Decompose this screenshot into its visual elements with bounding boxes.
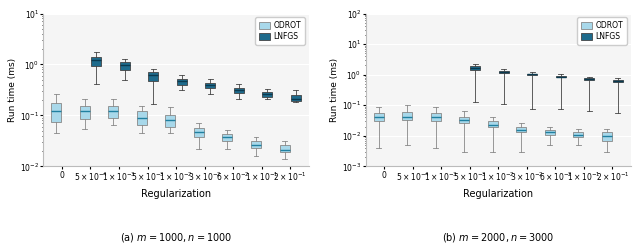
- PathPatch shape: [612, 80, 623, 82]
- PathPatch shape: [91, 57, 101, 66]
- PathPatch shape: [194, 128, 204, 137]
- PathPatch shape: [459, 117, 469, 123]
- PathPatch shape: [291, 95, 301, 101]
- PathPatch shape: [120, 62, 129, 70]
- PathPatch shape: [108, 106, 118, 118]
- PathPatch shape: [402, 112, 412, 120]
- PathPatch shape: [602, 132, 612, 141]
- PathPatch shape: [177, 79, 187, 85]
- PathPatch shape: [280, 145, 289, 152]
- PathPatch shape: [166, 115, 175, 127]
- Text: (b) $m = 2000, n = 3000$: (b) $m = 2000, n = 3000$: [442, 231, 554, 244]
- PathPatch shape: [137, 111, 147, 125]
- PathPatch shape: [573, 132, 583, 137]
- X-axis label: Regularization: Regularization: [141, 188, 211, 199]
- X-axis label: Regularization: Regularization: [463, 188, 533, 199]
- PathPatch shape: [470, 66, 480, 70]
- PathPatch shape: [499, 71, 509, 73]
- PathPatch shape: [148, 72, 158, 81]
- PathPatch shape: [205, 83, 215, 88]
- PathPatch shape: [51, 103, 61, 122]
- PathPatch shape: [251, 141, 261, 148]
- PathPatch shape: [234, 88, 244, 93]
- PathPatch shape: [584, 78, 595, 80]
- PathPatch shape: [527, 74, 537, 75]
- PathPatch shape: [223, 134, 232, 141]
- PathPatch shape: [80, 106, 90, 119]
- PathPatch shape: [431, 112, 440, 121]
- Y-axis label: Run time (ms): Run time (ms): [330, 58, 339, 122]
- Legend: ODROT, LNFGS: ODROT, LNFGS: [577, 17, 627, 45]
- PathPatch shape: [545, 131, 555, 135]
- PathPatch shape: [556, 76, 566, 77]
- PathPatch shape: [488, 121, 497, 127]
- Y-axis label: Run time (ms): Run time (ms): [8, 58, 17, 122]
- PathPatch shape: [374, 112, 383, 121]
- Legend: ODROT, LNFGS: ODROT, LNFGS: [255, 17, 305, 45]
- PathPatch shape: [262, 92, 272, 97]
- PathPatch shape: [516, 127, 526, 132]
- Text: (a) $m = 1000, n = 1000$: (a) $m = 1000, n = 1000$: [120, 231, 232, 244]
